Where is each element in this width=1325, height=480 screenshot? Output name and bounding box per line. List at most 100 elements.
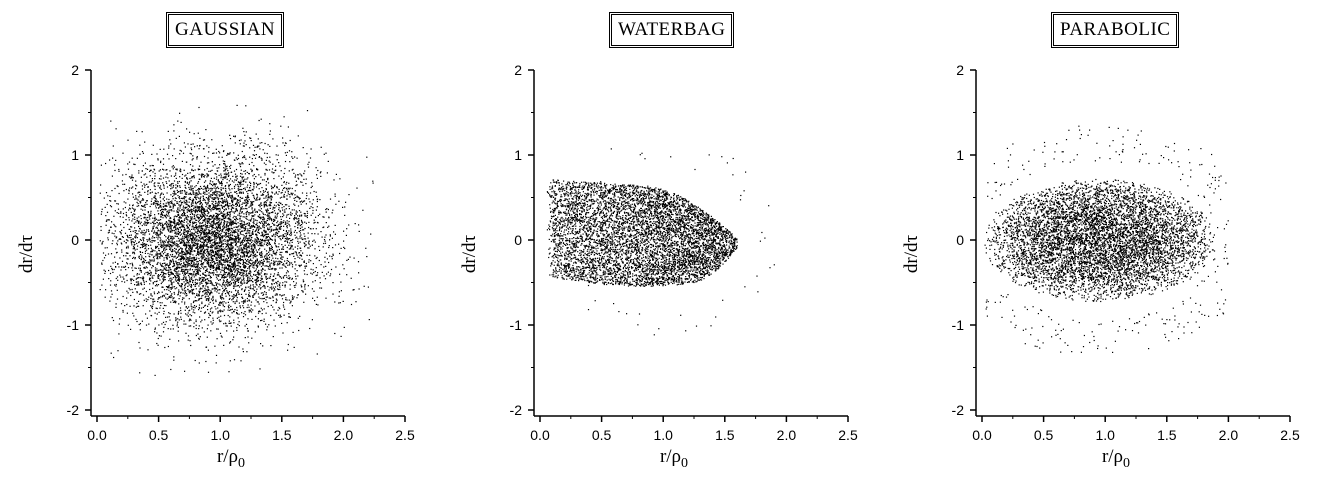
scatter-point — [215, 178, 218, 180]
scatter-point — [99, 240, 101, 242]
scatter-point — [131, 239, 133, 241]
scatter-point — [179, 266, 181, 268]
scatter-point — [190, 303, 192, 305]
scatter-point — [131, 288, 133, 291]
scatter-point — [296, 184, 298, 186]
scatter-point — [263, 240, 265, 242]
scatter-point — [104, 272, 106, 274]
scatter-point — [218, 275, 220, 277]
scatter-point — [243, 222, 245, 224]
scatter-point — [193, 177, 195, 179]
scatter-point — [203, 258, 205, 261]
scatter-point — [232, 242, 234, 244]
scatter-point — [166, 169, 168, 171]
scatter-point — [225, 198, 228, 200]
scatter-point — [259, 214, 261, 216]
scatter-point — [241, 220, 243, 222]
scatter-point — [170, 224, 172, 226]
scatter-point — [130, 241, 132, 243]
scatter-point — [171, 231, 173, 233]
scatter-point — [289, 213, 291, 215]
scatter-point — [293, 255, 295, 257]
scatter-point — [279, 288, 281, 290]
scatter-point — [210, 245, 212, 247]
scatter-point — [110, 200, 112, 202]
scatter-point — [195, 203, 197, 205]
scatter-point — [256, 227, 258, 229]
scatter-point — [205, 257, 207, 259]
scatter-point — [238, 192, 240, 194]
scatter-point — [207, 295, 209, 297]
scatter-point — [172, 245, 174, 247]
scatter-point — [103, 197, 105, 199]
scatter-point — [257, 261, 259, 263]
scatter-point — [193, 241, 195, 243]
scatter-point — [170, 283, 172, 285]
scatter-point — [176, 181, 179, 183]
scatter-point — [184, 265, 186, 267]
scatter-point — [228, 247, 230, 249]
scatter-point — [311, 288, 313, 290]
scatter-point — [225, 176, 227, 178]
scatter-point — [219, 209, 221, 211]
scatter-point — [259, 142, 261, 144]
scatter-point — [162, 177, 165, 179]
scatter-point — [177, 230, 179, 232]
scatter-point — [186, 224, 188, 226]
scatter-point — [332, 253, 334, 255]
scatter-point — [120, 242, 122, 244]
scatter-point — [261, 232, 263, 234]
scatter-point — [224, 160, 226, 163]
scatter-point — [332, 209, 334, 211]
scatter-point — [109, 205, 112, 207]
scatter-point — [145, 324, 148, 326]
scatter-point — [334, 233, 336, 235]
scatter-point — [260, 118, 262, 120]
scatter-point — [188, 306, 190, 308]
scatter-point — [128, 219, 130, 221]
scatter-point — [241, 241, 243, 243]
scatter-point — [294, 194, 296, 196]
scatter-point — [275, 234, 277, 236]
scatter-point — [273, 223, 275, 225]
scatter-point — [223, 192, 225, 194]
scatter-point — [201, 257, 204, 259]
scatter-point — [149, 214, 151, 216]
scatter-point — [197, 247, 199, 250]
scatter-point — [290, 211, 292, 213]
scatter-point — [115, 283, 117, 286]
scatter-point — [134, 213, 136, 215]
scatter-point — [194, 221, 196, 223]
scatter-point — [197, 225, 200, 227]
scatter-point — [177, 211, 179, 213]
scatter-point — [139, 247, 141, 249]
scatter-point — [215, 226, 218, 228]
scatter-point — [189, 181, 191, 183]
scatter-point — [184, 181, 186, 183]
scatter-point — [216, 229, 218, 231]
scatter-point — [261, 251, 263, 253]
scatter-point — [265, 299, 267, 301]
scatter-point — [182, 198, 184, 200]
scatter-point — [281, 258, 283, 260]
scatter-point — [223, 227, 225, 230]
scatter-point — [239, 237, 241, 239]
scatter-point — [266, 233, 268, 235]
scatter-point — [224, 264, 226, 266]
scatter-point — [178, 245, 180, 247]
scatter-point — [171, 210, 173, 212]
scatter-point — [195, 214, 197, 216]
scatter-point — [163, 268, 165, 270]
scatter-point — [235, 184, 237, 186]
scatter-point — [271, 188, 273, 190]
scatter-point — [158, 207, 160, 209]
scatter-point — [227, 152, 229, 155]
scatter-point — [254, 253, 257, 255]
scatter-point — [170, 368, 172, 371]
scatter-point — [237, 189, 239, 191]
scatter-point — [193, 250, 195, 252]
scatter-point — [249, 240, 251, 242]
scatter-point — [265, 233, 267, 235]
scatter-point — [251, 318, 253, 320]
scatter-point — [163, 259, 165, 261]
